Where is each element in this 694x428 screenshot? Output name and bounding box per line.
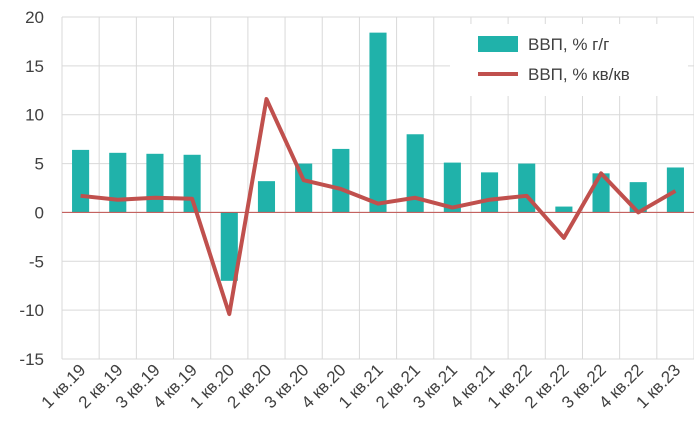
legend-swatch [478, 36, 518, 52]
bar [443, 162, 461, 213]
legend-label: ВВП, % кв/кв [528, 65, 630, 84]
bar [109, 152, 127, 213]
y-tick-label: 5 [35, 155, 44, 174]
bar [480, 172, 499, 213]
bar [555, 206, 573, 213]
y-tick-label: 10 [25, 106, 44, 125]
y-tick-label: -10 [19, 301, 44, 320]
bar [295, 163, 313, 213]
y-tick-label: -15 [19, 350, 44, 369]
bar [72, 149, 90, 213]
bar [257, 181, 276, 213]
y-tick-label: 15 [25, 57, 44, 76]
y-tick-label: -5 [29, 252, 44, 271]
bar [332, 148, 350, 213]
y-tick-label: 20 [25, 8, 44, 27]
bar [629, 182, 647, 213]
y-tick-label: 0 [35, 203, 44, 222]
line [80, 97, 677, 317]
legend-label: ВВП, % г/г [528, 35, 609, 54]
bar [406, 134, 424, 213]
bar [666, 167, 684, 213]
bar [369, 32, 387, 213]
bar [220, 212, 238, 281]
bar [146, 153, 164, 213]
